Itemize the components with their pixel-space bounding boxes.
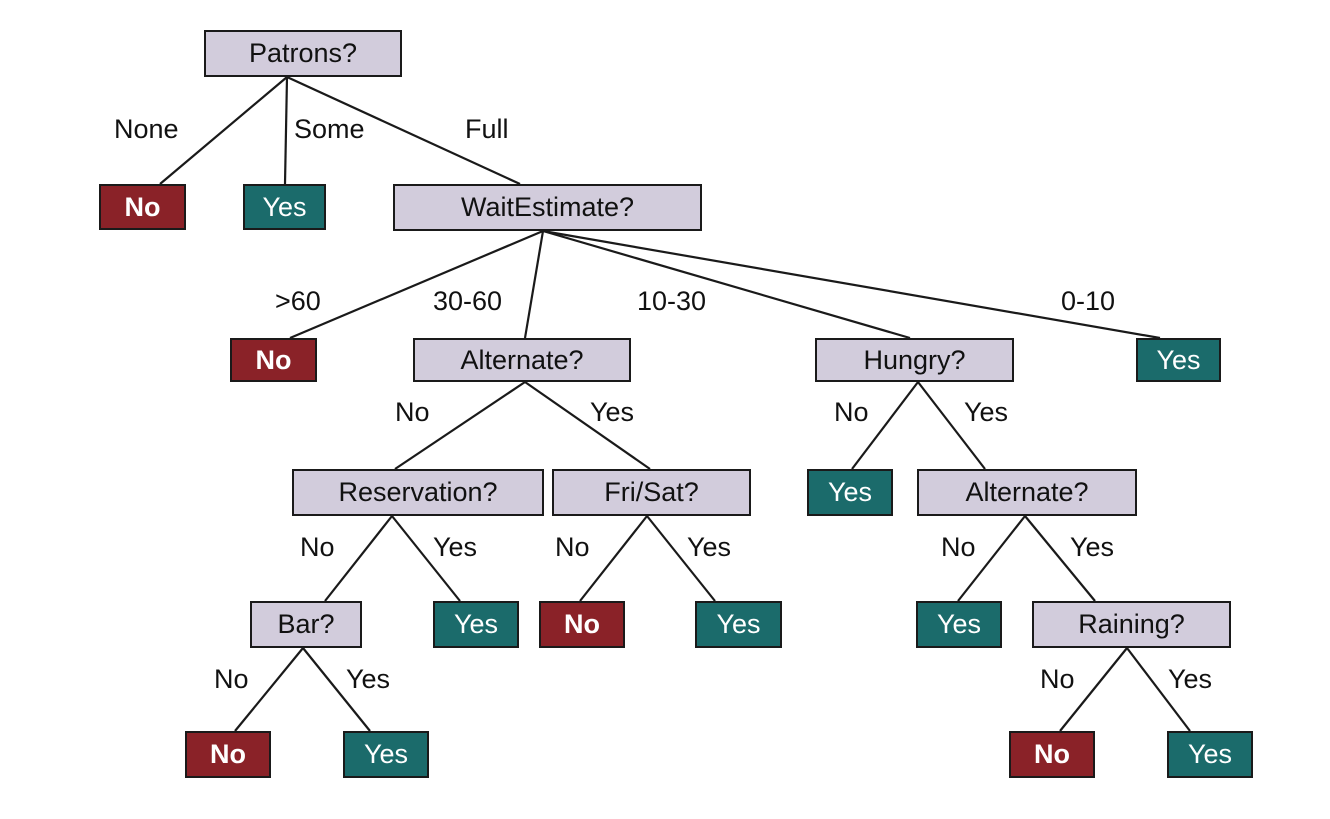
leaf-wait-gt60-no: No: [230, 338, 317, 382]
edge-label-gt60: >60: [275, 286, 321, 316]
edge-fri-no: [579, 515, 648, 602]
edge-alt2-yes: [1024, 515, 1096, 602]
edge-patrons-none: [159, 76, 288, 185]
edge-label-alt1-yes: Yes: [590, 397, 635, 427]
node-reservation: Reservation?: [292, 469, 544, 516]
edge-hungry-no: [851, 381, 919, 470]
leaf-bar-no-no: No: [185, 731, 271, 778]
edge-res-yes: [391, 515, 461, 602]
edge-wait-30-60: [523, 230, 545, 339]
edge-label-10-30: 10-30: [637, 286, 707, 316]
edge-alt1-yes: [524, 381, 651, 470]
edge-label-hungry-no: No: [834, 397, 869, 427]
node-patrons: Patrons?: [204, 30, 402, 77]
edge-wait-10-30: [542, 229, 911, 340]
leaf-raining-yes-yes: Yes: [1167, 731, 1253, 778]
node-bar: Bar?: [250, 601, 362, 648]
node-hungry: Hungry?: [815, 338, 1014, 382]
leaf-patrons-some-yes: Yes: [243, 184, 326, 230]
leaf-reservation-yes-yes: Yes: [433, 601, 519, 648]
edge-label-fri-yes: Yes: [687, 532, 732, 562]
edge-res-no: [324, 515, 393, 602]
edge-label-some: Some: [294, 114, 365, 144]
node-wait-estimate: WaitEstimate?: [393, 184, 702, 231]
edge-alt1-no: [394, 381, 526, 470]
leaf-fri-sat-yes-yes: Yes: [695, 601, 782, 648]
edge-label-res-no: No: [300, 532, 335, 562]
edge-bar-yes: [302, 647, 371, 732]
node-alternate-2: Alternate?: [917, 469, 1137, 516]
leaf-alternate-2-no-yes: Yes: [916, 601, 1002, 648]
edge-label-full: Full: [465, 114, 509, 144]
edge-label-bar-no: No: [214, 664, 249, 694]
edge-label-hungry-yes: Yes: [964, 397, 1009, 427]
edge-hungry-yes: [917, 381, 986, 470]
edge-bar-no: [234, 647, 304, 732]
leaf-wait-0-10-yes: Yes: [1136, 338, 1221, 382]
leaf-hungry-no-yes: Yes: [807, 469, 893, 516]
leaf-raining-no-no: No: [1009, 731, 1095, 778]
edge-label-rain-yes: Yes: [1168, 664, 1213, 694]
leaf-fri-sat-no-no: No: [539, 601, 625, 648]
node-fri-sat: Fri/Sat?: [552, 469, 751, 516]
edge-patrons-full: [286, 76, 521, 185]
edge-label-alt2-no: No: [941, 532, 976, 562]
edge-alt2-no: [957, 515, 1026, 602]
edge-label-alt2-yes: Yes: [1070, 532, 1115, 562]
edge-label-rain-no: No: [1040, 664, 1075, 694]
edge-wait-gt60: [289, 229, 544, 340]
edge-rain-yes: [1126, 647, 1191, 732]
edge-label-res-yes: Yes: [433, 532, 478, 562]
edge-label-bar-yes: Yes: [346, 664, 391, 694]
edge-label-alt1-no: No: [395, 397, 430, 427]
edge-patrons-some: [283, 76, 289, 185]
node-alternate-1: Alternate?: [413, 338, 631, 382]
edge-label-30-60: 30-60: [433, 286, 503, 316]
edge-label-fri-no: No: [555, 532, 590, 562]
node-raining: Raining?: [1032, 601, 1231, 648]
edge-wait-0-10: [542, 229, 1161, 340]
edge-fri-yes: [646, 515, 716, 602]
edge-rain-no: [1059, 647, 1128, 732]
leaf-bar-yes-yes: Yes: [343, 731, 429, 778]
edge-label-0-10: 0-10: [1061, 286, 1116, 316]
leaf-patrons-none-no: No: [99, 184, 186, 230]
edge-label-none: None: [114, 114, 179, 144]
